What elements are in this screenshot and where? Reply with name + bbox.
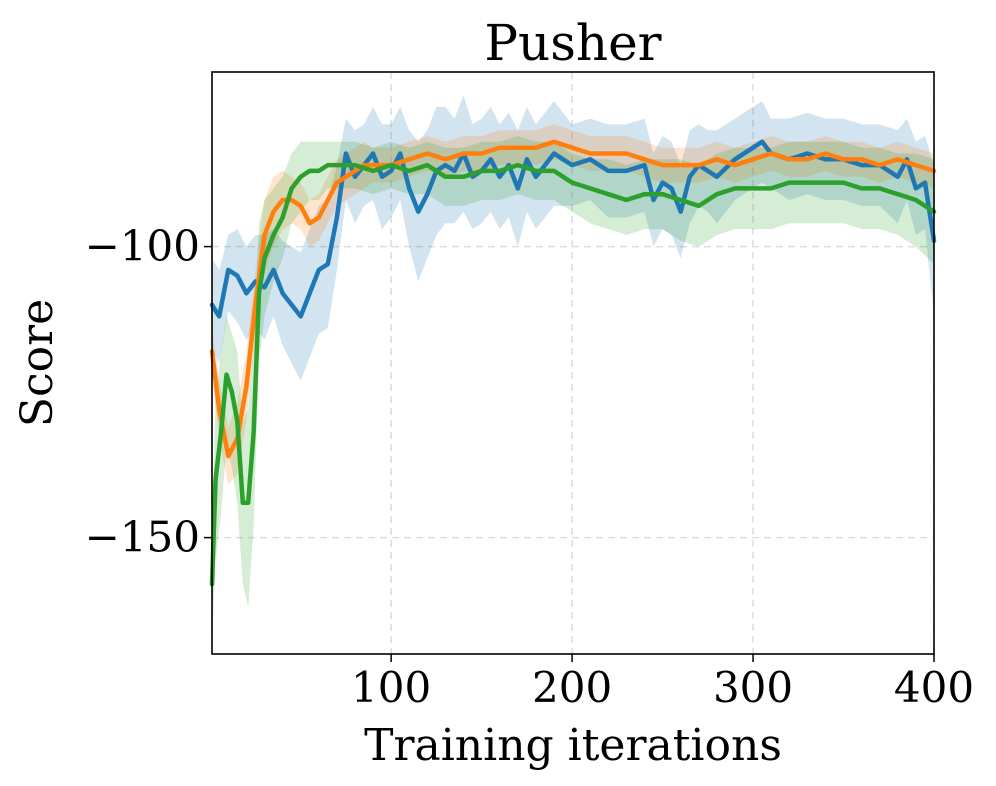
x-tick-label: 300 <box>713 663 793 712</box>
series-line-blue <box>209 139 937 319</box>
y-axis-title: Score <box>12 299 63 427</box>
x-tick-label: 400 <box>894 663 974 712</box>
series-lines <box>209 139 937 587</box>
x-axis-title: Training iterations <box>364 720 782 771</box>
confidence-bands <box>212 95 934 643</box>
y-tick-label: −100 <box>85 222 200 271</box>
x-tick-label: 200 <box>532 663 612 712</box>
series-line-green <box>209 162 937 587</box>
plot-area-frame <box>211 71 935 655</box>
y-tick-label: −150 <box>85 513 200 562</box>
series-line-orange <box>209 139 937 459</box>
chart-title: Pusher <box>484 14 661 72</box>
x-tick-label: 100 <box>351 663 431 712</box>
axis-ticks: 100 200 300 400 −100 −150 <box>85 222 974 712</box>
